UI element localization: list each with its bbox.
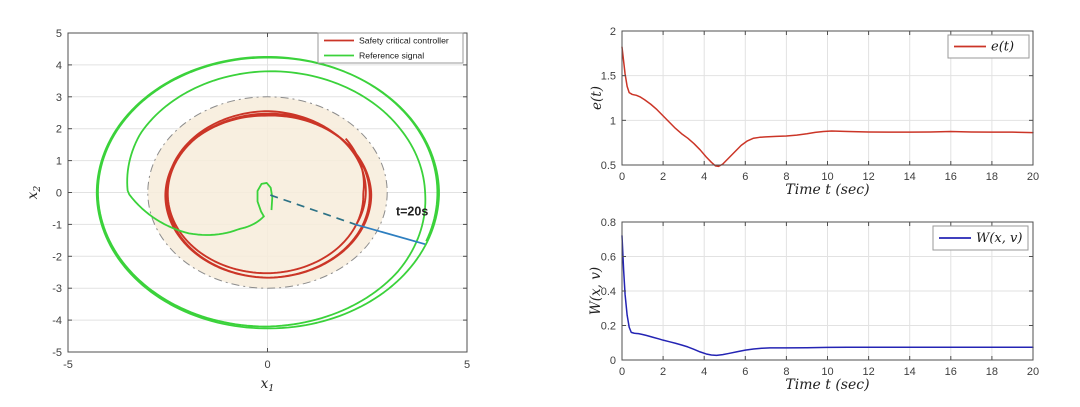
legend-box [317, 32, 464, 64]
x-tick-label: 18 [986, 171, 998, 183]
y-axis-label: x2 [25, 186, 43, 200]
x-tick-label: 12 [862, 171, 874, 183]
legend-label: W(x, v) [976, 231, 1022, 246]
y-tick-label: 0 [610, 355, 616, 367]
y-tick-label: 0.5 [601, 160, 616, 172]
y-tick-label: 0.6 [601, 252, 616, 264]
x-tick-label: 10 [821, 366, 833, 378]
x-tick-label: 5 [464, 359, 470, 371]
error-series-line [621, 46, 1034, 168]
x-tick-label: -5 [63, 359, 73, 371]
legend-box [932, 225, 1029, 251]
y-axis-label: W(x, v) [588, 267, 604, 315]
y-tick-label: 0.2 [601, 321, 616, 333]
tick-marks [621, 221, 1034, 361]
x-axis-label: Time t (sec) [785, 182, 869, 198]
x-tick-label: 8 [783, 171, 789, 183]
error-plot: 0 2 4 6 8 10 12 14 16 18 20 0.5 1 1.5 2 Time t (sec) e(t… [589, 26, 1039, 198]
legend-label: Safety critical controller [359, 36, 449, 46]
x-tick-label: 0 [619, 366, 625, 378]
y-tick-label: -2 [52, 251, 62, 263]
x-tick-label: 2 [660, 366, 666, 378]
y-tick-label: 1 [56, 156, 62, 168]
x-tick-label: 6 [742, 171, 748, 183]
y-tick-label: -5 [52, 347, 62, 359]
safe-set-boundary [147, 96, 388, 289]
x-tick-label: 6 [742, 366, 748, 378]
annotation-t20s-label: t=20s [396, 204, 428, 218]
y-tick-label: -3 [52, 283, 62, 295]
tick-marks [67, 32, 468, 353]
x-tick-label: 14 [904, 366, 916, 378]
y-axis-label: e(t) [589, 86, 605, 110]
annotation-solid-line [355, 223, 426, 245]
x-tick-label: 20 [1027, 171, 1039, 183]
legend-label: e(t) [991, 40, 1014, 55]
x-tick-label: 16 [945, 171, 957, 183]
legend-box [947, 34, 1030, 59]
y-tick-label: -1 [52, 219, 62, 231]
annotation-dashed-line [270, 194, 356, 226]
y-tick-label: 0 [56, 188, 62, 200]
x-tick-label: 2 [660, 171, 666, 183]
grid-lines [622, 222, 1033, 360]
tick-labels: 0 2 4 6 8 10 12 14 16 18 20 0 0.2 0.4 0.6 0.8 [601, 217, 1039, 378]
x-tick-label: 8 [783, 366, 789, 378]
y-tick-label: -4 [52, 315, 62, 327]
y-tick-label: 1 [610, 115, 616, 127]
reference-signal-line [95, 55, 440, 330]
x-tick-label: 0 [619, 171, 625, 183]
y-tick-label: 2 [56, 124, 62, 136]
phase-plot: t=20s -5 0 5 -5 -4 -3 -2 -1 0 1 2 3 4 5 x1 x2 Safety crit… [25, 28, 470, 394]
tick-labels: -5 0 5 -5 -4 -3 -2 -1 0 1 2 3 4 5 [52, 28, 470, 371]
y-tick-label: 1.5 [601, 71, 616, 83]
x-tick-label: 18 [986, 366, 998, 378]
x-axis-label: Time t (sec) [785, 377, 869, 393]
x-tick-label: 10 [821, 171, 833, 183]
tick-marks [621, 30, 1034, 166]
safe-set-region [147, 96, 388, 289]
y-tick-label: 5 [56, 28, 62, 40]
lyapunov-plot: 0 2 4 6 8 10 12 14 16 18 20 0 0.2 0.4 0.6 0.8 Time t (se… [588, 217, 1039, 393]
x-tick-label: 14 [904, 171, 916, 183]
lyapunov-series-line [621, 235, 1034, 357]
y-tick-label: 4 [56, 60, 62, 72]
legend-label: Reference signal [359, 51, 424, 61]
x-tick-label: 4 [701, 366, 707, 378]
x-tick-label: 4 [701, 171, 707, 183]
y-tick-label: 2 [610, 26, 616, 38]
y-tick-label: 0.8 [601, 217, 616, 229]
x-tick-label: 20 [1027, 366, 1039, 378]
tick-labels: 0 2 4 6 8 10 12 14 16 18 20 0.5 1 1.5 2 [601, 26, 1039, 183]
y-tick-label: 3 [56, 92, 62, 104]
x-tick-label: 0 [264, 359, 270, 371]
x-tick-label: 12 [862, 366, 874, 378]
safety-controller-line [164, 110, 373, 279]
x-axis-label: x1 [261, 376, 275, 394]
x-tick-label: 16 [945, 366, 957, 378]
y-tick-label: 0.4 [601, 286, 616, 298]
